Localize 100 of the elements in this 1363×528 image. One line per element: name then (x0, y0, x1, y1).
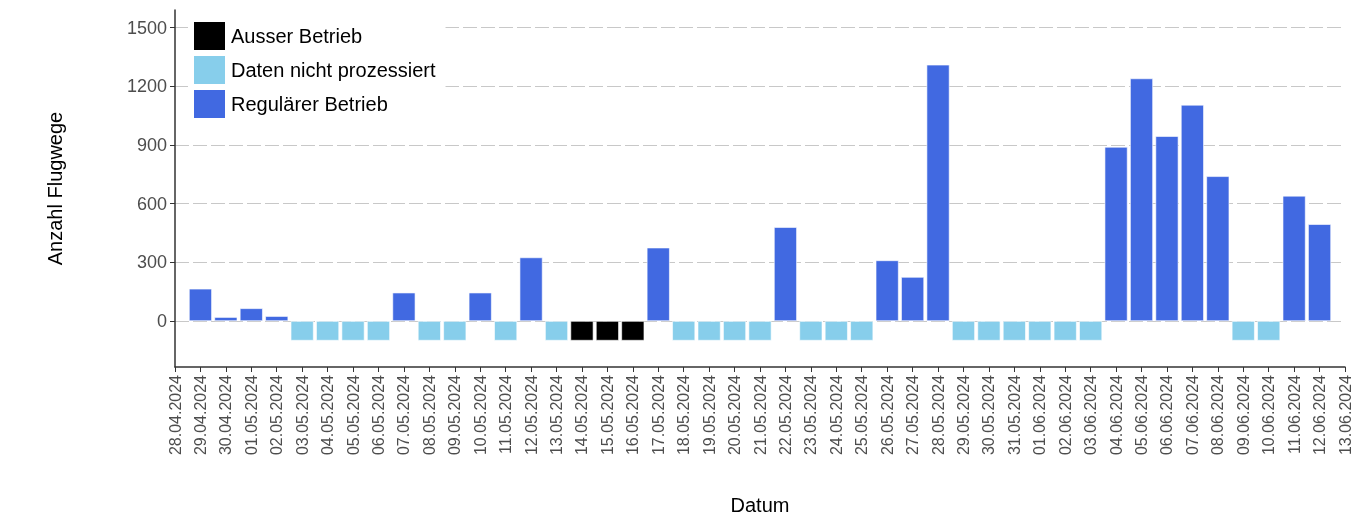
x-tick-label: 11.06.2024 (1285, 374, 1303, 454)
x-tick-label: 27.05.2024 (904, 374, 922, 456)
bar (519, 257, 543, 322)
x-tick-label: 02.05.2024 (268, 374, 286, 456)
x-tick-label: 30.04.2024 (217, 374, 235, 456)
x-tick-label: 23.05.2024 (802, 374, 820, 456)
x-tick-label: 04.06.2024 (1107, 374, 1125, 456)
bar (901, 277, 925, 322)
bar (672, 321, 696, 341)
bar (1130, 78, 1153, 322)
bar (265, 316, 289, 322)
bar (570, 321, 594, 341)
bar (239, 308, 263, 322)
bar (1231, 321, 1255, 341)
x-tick-label: 25.05.2024 (853, 374, 871, 456)
y-tick-label: 900 (136, 134, 167, 155)
x-tick-label: 29.05.2024 (954, 374, 972, 456)
bar (799, 321, 823, 341)
bar (341, 321, 365, 341)
bar (952, 321, 975, 341)
bar (875, 260, 899, 322)
bar (1002, 321, 1026, 341)
bar (1180, 104, 1204, 322)
x-tick-label: 10.06.2024 (1260, 374, 1278, 456)
x-tick-label: 02.06.2024 (1056, 374, 1074, 456)
bar (1206, 176, 1230, 322)
x-tick-label: 11.05.2024 (497, 374, 515, 454)
x-tick-label: 29.04.2024 (191, 374, 209, 456)
x-tick-label: 04.05.2024 (319, 374, 337, 456)
x-tick-label: 01.05.2024 (242, 374, 260, 456)
x-tick-label: 07.06.2024 (1183, 374, 1201, 456)
bar (214, 317, 238, 322)
x-tick-label: 05.06.2024 (1133, 374, 1151, 456)
x-tick-label: 16.05.2024 (624, 374, 642, 456)
legend-label: Ausser Betrieb (231, 25, 363, 47)
x-tick-label: 13.05.2024 (548, 374, 566, 456)
legend-label: Regulärer Betrieb (231, 93, 388, 115)
x-tick-label: 10.05.2024 (471, 374, 489, 456)
bar (824, 321, 848, 341)
bar (367, 321, 390, 341)
x-tick-label: 28.04.2024 (166, 374, 184, 456)
x-tick-label: 17.05.2024 (649, 374, 667, 456)
x-tick-label: 26.05.2024 (878, 374, 896, 456)
x-tick-label: 13.06.2024 (1336, 374, 1354, 456)
x-tick-label: 20.05.2024 (726, 374, 744, 456)
bar (1308, 224, 1332, 322)
bar (977, 321, 1001, 341)
bar (392, 292, 416, 322)
x-tick-label: 21.05.2024 (751, 374, 769, 456)
x-tick-label: 19.05.2024 (700, 374, 718, 456)
bar (748, 321, 772, 341)
y-tick-label: 1500 (126, 17, 167, 38)
x-tick-label: 12.06.2024 (1311, 374, 1329, 456)
x-tick-label: 24.05.2024 (827, 374, 845, 456)
bar (1104, 146, 1128, 322)
x-tick-label: 03.05.2024 (293, 374, 311, 456)
x-tick-label: 01.06.2024 (1031, 374, 1049, 456)
x-tick-label: 14.05.2024 (573, 374, 591, 456)
bar (1282, 195, 1306, 322)
bar (417, 321, 441, 341)
bar (290, 321, 314, 341)
x-tick-label: 09.06.2024 (1234, 374, 1252, 456)
x-tick-label: 05.05.2024 (344, 374, 362, 456)
x-tick-label: 30.05.2024 (980, 374, 998, 456)
x-tick-label: 03.06.2024 (1082, 374, 1100, 456)
y-tick-label: 0 (156, 311, 167, 332)
x-tick-label: 07.05.2024 (395, 374, 413, 456)
bar (773, 227, 797, 322)
bar (926, 64, 950, 322)
x-tick-label: 06.05.2024 (369, 374, 387, 456)
x-tick-label: 08.05.2024 (420, 374, 438, 456)
x-axis-title: Datum (730, 494, 790, 516)
bar (443, 321, 467, 341)
y-axis-title: Anzahl Flugwege (44, 111, 66, 266)
bar (1257, 321, 1281, 341)
x-tick-label: 31.05.2024 (1005, 374, 1023, 456)
x-tick-label: 18.05.2024 (675, 374, 693, 456)
x-tick-label: 22.05.2024 (776, 374, 794, 456)
bar (1079, 321, 1103, 341)
x-tick-label: 15.05.2024 (598, 374, 616, 456)
bar (494, 321, 518, 341)
bar (188, 288, 212, 322)
y-tick-label: 1200 (126, 76, 167, 97)
bar (595, 321, 619, 341)
bar (1155, 136, 1179, 322)
bar (316, 321, 340, 341)
x-tick-label: 06.06.2024 (1158, 374, 1176, 456)
bar (850, 321, 874, 341)
bar (646, 247, 670, 322)
x-tick-label: 12.05.2024 (522, 374, 540, 456)
bar (468, 292, 492, 322)
legend-label: Daten nicht prozessiert (231, 59, 436, 81)
x-tick-label: 28.05.2024 (929, 374, 947, 456)
y-tick-label: 600 (136, 193, 167, 214)
y-tick-label: 300 (136, 252, 167, 273)
bar (697, 321, 721, 341)
x-tick-label: 09.05.2024 (446, 374, 464, 456)
bar (723, 321, 747, 341)
x-tick-label: 08.06.2024 (1209, 374, 1227, 456)
bar (545, 321, 568, 341)
